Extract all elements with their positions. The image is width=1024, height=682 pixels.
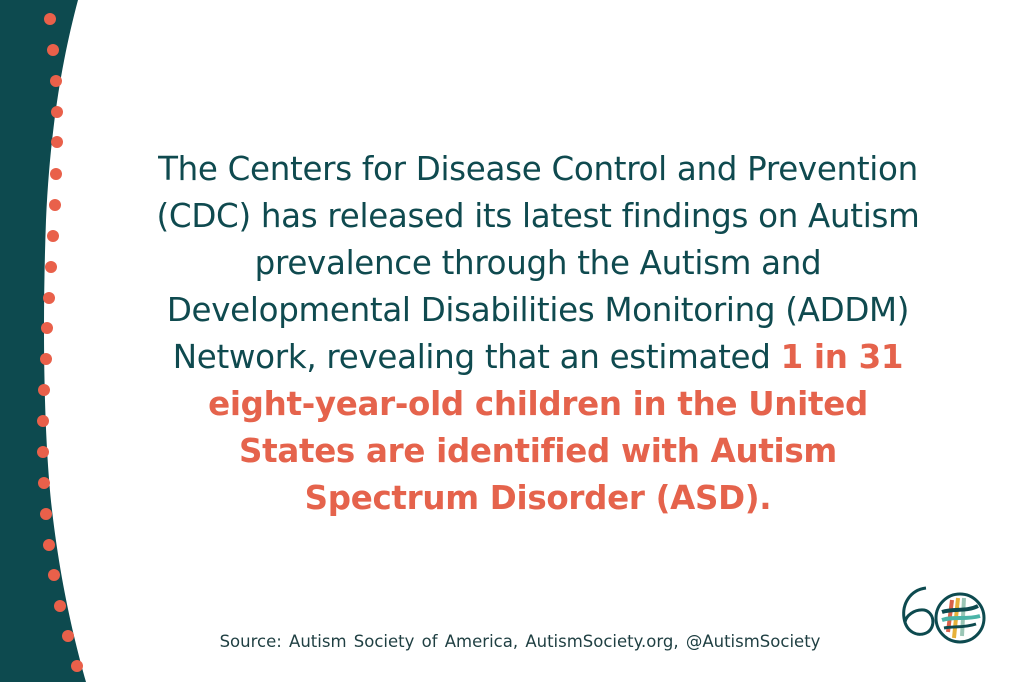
autism-society-60-logo-icon xyxy=(902,586,986,644)
decorative-dot xyxy=(38,477,50,489)
decorative-dot xyxy=(71,660,83,672)
decorative-dot xyxy=(37,415,49,427)
decorative-dot xyxy=(38,384,50,396)
decorative-dot xyxy=(49,199,61,211)
decorative-dot xyxy=(40,508,52,520)
decorative-dot xyxy=(40,353,52,365)
dot-border xyxy=(37,13,83,672)
announcement-body: The Centers for Disease Control and Prev… xyxy=(156,150,920,376)
decorative-dot xyxy=(47,230,59,242)
decorative-dot xyxy=(50,168,62,180)
decorative-dot xyxy=(45,261,57,273)
decorative-dot xyxy=(51,106,63,118)
decorative-dot xyxy=(43,292,55,304)
announcement-highlight: 1 in 31 eight-year-old children in the U… xyxy=(208,338,904,517)
decorative-dot xyxy=(62,630,74,642)
decorative-dot xyxy=(54,600,66,612)
announcement-text: The Centers for Disease Control and Prev… xyxy=(150,146,926,522)
source-credit: Source: Autism Society of America, Autis… xyxy=(219,632,821,651)
teal-curved-band xyxy=(0,0,86,682)
decorative-dot xyxy=(44,13,56,25)
decorative-dot xyxy=(37,446,49,458)
decorative-dot xyxy=(48,569,60,581)
decorative-dot xyxy=(47,44,59,56)
decorative-dot xyxy=(51,136,63,148)
decorative-dot xyxy=(41,322,53,334)
decorative-dot xyxy=(43,539,55,551)
decorative-dot xyxy=(50,75,62,87)
